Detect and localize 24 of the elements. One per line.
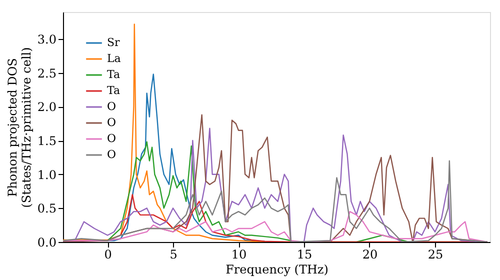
y-tick-label: 1.5 — [37, 134, 56, 148]
legend-label: O — [107, 116, 116, 129]
y-tick-label: 2.0 — [37, 100, 56, 114]
y-axis-title: Phonon projected DOS (States/THz·primitive cell) — [5, 47, 34, 208]
legend-label: O — [107, 148, 116, 161]
legend-label: O — [107, 132, 116, 145]
x-tick-label: 25 — [428, 248, 444, 262]
legend-label: O — [107, 100, 116, 113]
legend-label: Ta — [107, 68, 120, 81]
x-tick-label: 10 — [231, 248, 247, 262]
x-axis-title: Frequency (THz) — [226, 262, 328, 276]
x-tick-label: 0 — [104, 248, 112, 262]
legend-label: La — [107, 52, 122, 65]
legend-label: Sr — [107, 36, 121, 49]
y-tick-label: 2.5 — [37, 66, 56, 80]
y-tick-label: 3.0 — [37, 32, 56, 47]
line-series — [63, 160, 488, 242]
y-tick-label: 0.0 — [37, 236, 56, 250]
x-tick-label: 20 — [362, 248, 378, 262]
x-tick-label: 5 — [170, 248, 178, 262]
x-tick-label: 15 — [296, 248, 312, 262]
y-tick-label: 0.5 — [37, 202, 56, 216]
y-tick-label: 1.0 — [37, 168, 56, 182]
legend-label: Ta — [107, 84, 120, 97]
